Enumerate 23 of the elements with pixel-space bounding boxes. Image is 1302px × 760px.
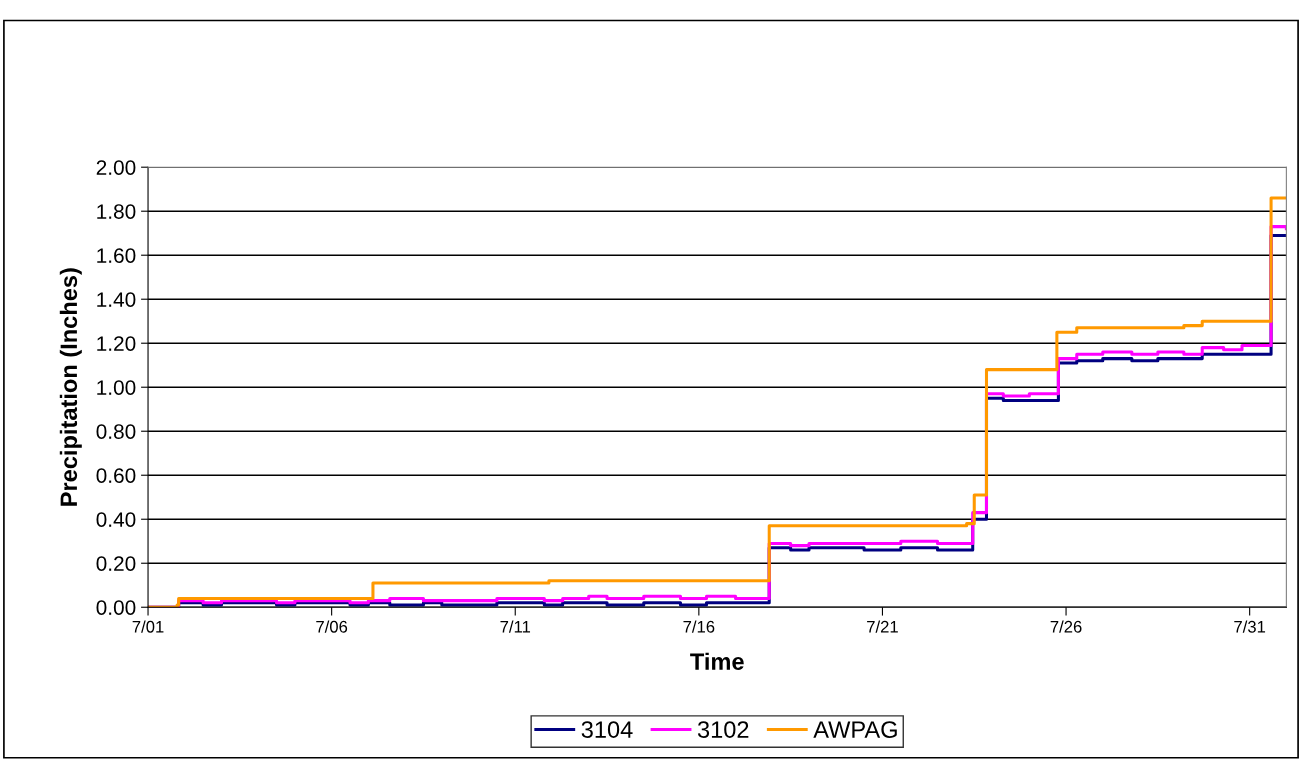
y-tick-label: 0.60 — [96, 468, 136, 483]
y-tick-label: 0.00 — [96, 600, 136, 615]
x-tick-label: 7/21 — [867, 620, 898, 633]
x-tick-label: 7/01 — [132, 620, 164, 633]
x-tick-label: 7/06 — [316, 620, 348, 633]
y-tick-label: 1.40 — [97, 292, 136, 307]
legend-label: AWPAG — [813, 721, 897, 738]
y-tick-label: 1.80 — [97, 204, 136, 219]
y-tick-label: 1.60 — [97, 248, 136, 263]
y-tick-label: 0.80 — [96, 424, 136, 439]
legend-label: 3102 — [697, 721, 749, 738]
y-tick-label: 1.20 — [97, 336, 136, 351]
y-axis-title: Precipitation (Inches) — [59, 268, 82, 506]
x-axis-title: Time — [690, 652, 744, 670]
y-tick-label: 0.20 — [96, 556, 136, 571]
x-tick-label: 7/26 — [1050, 620, 1082, 633]
x-tick-label: 7/11 — [500, 620, 531, 633]
legend-label: 3104 — [581, 721, 633, 738]
y-tick-label: 2.00 — [96, 160, 136, 175]
x-tick-label: 7/31 — [1234, 620, 1266, 633]
x-tick-label: 7/16 — [683, 620, 715, 633]
y-tick-label: 1.00 — [97, 380, 136, 395]
y-tick-label: 0.40 — [96, 512, 136, 527]
